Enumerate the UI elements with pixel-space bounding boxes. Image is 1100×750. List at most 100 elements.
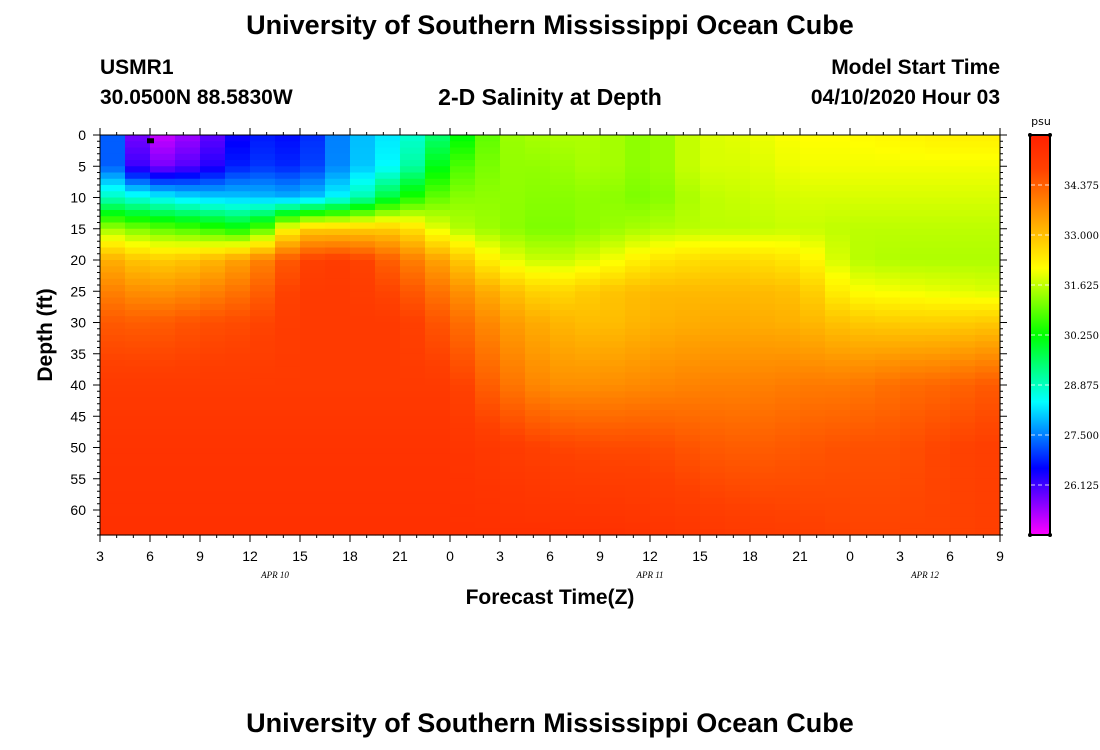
y-tick-label: 10 [70,190,86,206]
heatmap-cell [650,335,676,342]
heatmap-cell [350,197,376,205]
heatmap-cell [975,378,1001,386]
heatmap-cell [875,191,901,199]
heatmap-cell [150,360,176,367]
heatmap-cell [350,485,376,492]
heatmap-cell [225,391,251,399]
heatmap-cell [500,247,526,255]
heatmap-cell [650,416,676,424]
heatmap-cell [925,522,951,530]
heatmap-cell [875,347,901,355]
heatmap-cell [625,316,651,324]
heatmap-cell [250,253,276,261]
heatmap-cell [900,322,926,330]
heatmap-cell [225,403,251,411]
heatmap-cell [200,478,226,486]
heatmap-cell [250,153,276,161]
heatmap-cell [475,260,501,267]
heatmap-cell [700,360,726,367]
heatmap-cell [625,172,651,180]
heatmap-cell [375,222,401,230]
heatmap-cell [925,391,951,399]
heatmap-cell [250,510,276,517]
heatmap-cell [100,435,126,442]
heatmap-cell [525,297,551,305]
heatmap-cell [850,235,876,242]
heatmap-cell [950,191,976,199]
heatmap-cell [325,322,351,330]
surface-marker [147,138,154,144]
heatmap-cell [150,422,176,430]
heatmap-cell [875,272,901,280]
heatmap-cell [525,191,551,199]
heatmap-cell [925,441,951,449]
heatmap-cell [975,185,1001,192]
heatmap-cell [250,191,276,199]
heatmap-cell [725,341,751,349]
heatmap-cell [750,485,776,492]
heatmap-cell [500,522,526,530]
heatmap-cell [550,260,576,267]
heatmap-cell [175,385,201,392]
heatmap-cell [925,260,951,267]
heatmap-cell [100,516,126,524]
heatmap-cell [100,353,126,361]
heatmap-cell [250,291,276,299]
heatmap-cell [475,241,501,249]
heatmap-cell [575,235,601,242]
heatmap-cell [550,247,576,255]
heatmap-cell [650,435,676,442]
heatmap-cell [175,453,201,461]
heatmap-cell [300,266,326,274]
heatmap-cell [825,372,851,380]
heatmap-cell [875,460,901,467]
heatmap-cell [400,191,426,199]
heatmap-cell [525,410,551,417]
heatmap-cell [700,160,726,167]
heatmap-cell [350,422,376,430]
heatmap-cell [675,522,701,530]
heatmap-cell [750,372,776,380]
heatmap-cell [975,328,1001,336]
heatmap-cell [400,185,426,192]
heatmap-cell [625,178,651,186]
x-tick-label: 9 [596,548,604,564]
heatmap-cell [550,160,576,167]
heatmap-cell [475,310,501,317]
heatmap-cell [600,516,626,524]
x-tick-label: 15 [692,548,708,564]
heatmap-cell [950,335,976,342]
heatmap-cell [925,416,951,424]
y-tick-label: 60 [70,502,86,518]
heatmap-cell [250,460,276,467]
heatmap-cell [875,428,901,436]
heatmap-cell [200,497,226,505]
heatmap-cell [500,335,526,342]
heatmap-cell [625,322,651,330]
heatmap-cell [800,347,826,355]
heatmap-cell [200,203,226,211]
heatmap-cell [475,516,501,524]
heatmap-cell [650,372,676,380]
heatmap-cell [575,266,601,274]
heatmap-cell [475,216,501,224]
heatmap-cell [325,366,351,374]
heatmap-cell [225,485,251,492]
heatmap-cell [675,410,701,417]
heatmap-cell [500,210,526,217]
heatmap-cell [900,297,926,305]
heatmap-cell [975,235,1001,242]
heatmap-cell [250,497,276,505]
heatmap-cell [450,478,476,486]
heatmap-cell [800,491,826,499]
heatmap-cell [100,160,126,167]
colorbar-label: 28.875 [1064,381,1099,392]
heatmap-cell [950,503,976,511]
heatmap-cell [125,341,151,349]
heatmap-cell [200,472,226,480]
heatmap-cell [900,191,926,199]
heatmap-cell [650,397,676,405]
heatmap-cell [375,516,401,524]
heatmap-cell [100,203,126,211]
heatmap-cell [325,378,351,386]
